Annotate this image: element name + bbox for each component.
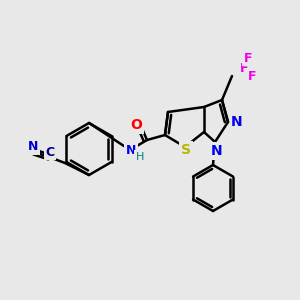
Text: N: N [231,115,243,129]
Text: F: F [240,61,248,74]
Text: S: S [181,143,191,157]
Text: N: N [126,143,136,157]
Text: N: N [28,140,38,154]
Text: F: F [248,70,256,83]
Text: O: O [130,118,142,132]
Text: H: H [136,152,144,162]
Text: C: C [45,146,55,158]
Text: N: N [211,144,223,158]
Text: F: F [244,52,252,64]
